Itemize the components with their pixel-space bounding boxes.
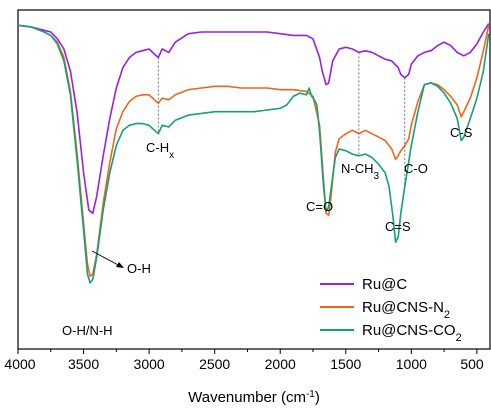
x-tick-label-3500: 3500 <box>68 356 99 372</box>
legend-label-ru-cns-n2: Ru@CNS-N2 <box>362 299 450 321</box>
x-tick-label-500: 500 <box>460 356 484 372</box>
series-lines <box>17 23 490 284</box>
x-tick-label-1000: 1000 <box>396 356 427 372</box>
plot-frame <box>17 9 491 350</box>
oh-arrow-head <box>116 262 124 268</box>
series-line-1 <box>17 24 490 277</box>
legend-label-ru-c: Ru@C <box>362 276 407 293</box>
annotation-c-s: C-S <box>450 125 473 140</box>
annotation-oh: O-H <box>127 261 151 276</box>
annotations: O-H O-H/N-H C-Hx C=O N-CH3 C-O C=S C-S <box>62 125 473 338</box>
oh-arrow-line <box>91 250 121 267</box>
series-line-0 <box>17 23 490 215</box>
x-tick-label-3000: 3000 <box>134 356 165 372</box>
x-tick-label-1500: 1500 <box>330 356 361 372</box>
peak-guide-lines <box>157 52 406 187</box>
annotation-oh-nh: O-H/N-H <box>62 323 113 338</box>
legend-label-ru-cns-co2: Ru@CNS-CO2 <box>362 322 462 344</box>
annotation-n-ch3: N-CH3 <box>341 161 380 182</box>
annotation-c-o: C-O <box>404 161 428 176</box>
x-tick-label-2000: 2000 <box>265 356 296 372</box>
x-tick-label-4000: 4000 <box>4 356 35 372</box>
x-axis-label: Wavenumber (cm-1) <box>188 389 320 407</box>
annotation-c-double-o: C=O <box>306 199 333 214</box>
x-tick-label-2500: 2500 <box>199 356 230 372</box>
annotation-chx: C-Hx <box>146 140 174 161</box>
annotation-c-double-s: C=S <box>385 219 411 234</box>
x-axis-ticks: 4000 3500 3000 2500 2000 1500 1000 500 <box>4 349 484 372</box>
series-line-2 <box>17 24 490 284</box>
legend: Ru@C Ru@CNS-N2 Ru@CNS-CO2 <box>320 276 462 344</box>
